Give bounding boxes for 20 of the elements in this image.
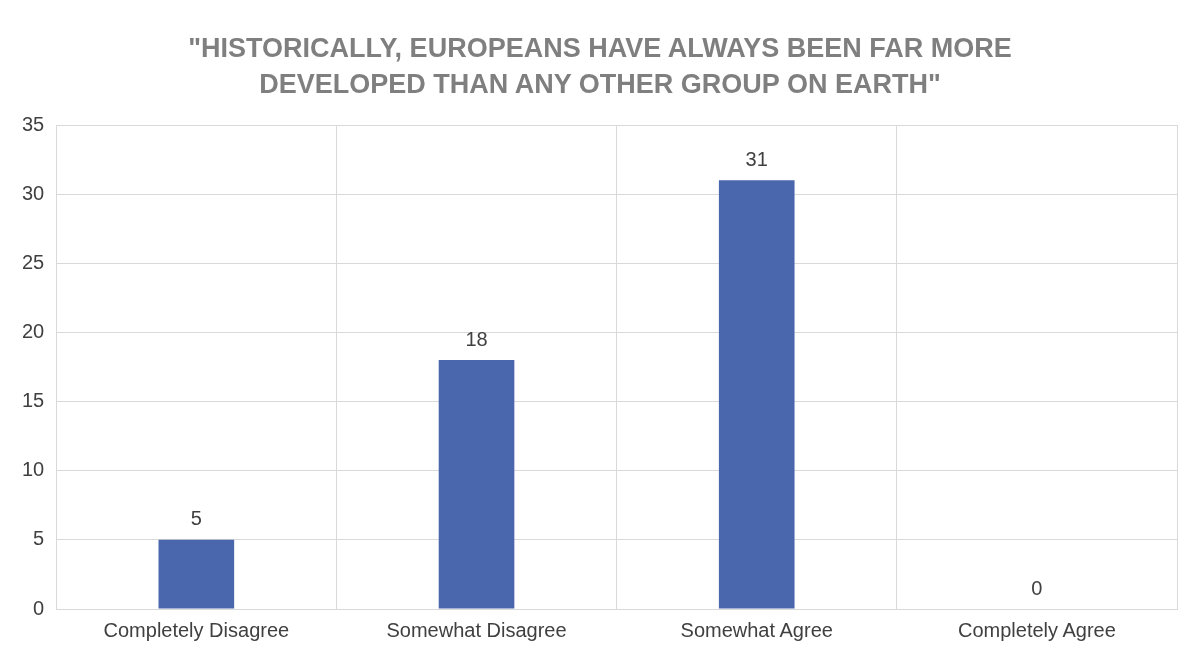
bar [158,539,235,609]
y-tick-label: 0 [33,596,45,619]
bar [718,180,795,609]
bar [438,360,515,609]
data-label: 18 [465,327,488,350]
y-tick-label: 30 [22,181,45,204]
x-tick-label: Completely Agree [957,618,1116,641]
chart-title: "HISTORICALLY, EUROPEANS HAVE ALWAYS BEEN FAR MORE DEVELOPED THAN ANY OTHER GROUP ON EARTH" [187,32,1013,101]
y-tick-label: 15 [22,389,45,412]
y-tick-label: 20 [22,319,45,342]
x-tick-label: Somewhat Agree [680,618,833,641]
y-tick-label: 10 [22,458,45,481]
y-tick-label: 35 [22,112,45,135]
data-label: 0 [1031,576,1043,599]
data-label: 31 [745,147,768,170]
y-tick-label: 5 [33,527,45,550]
x-tick-label: Somewhat Disagree [386,618,567,641]
data-label: 5 [190,507,202,530]
y-tick-label: 25 [22,250,45,273]
x-tick-label: Completely Disagree [103,618,290,641]
